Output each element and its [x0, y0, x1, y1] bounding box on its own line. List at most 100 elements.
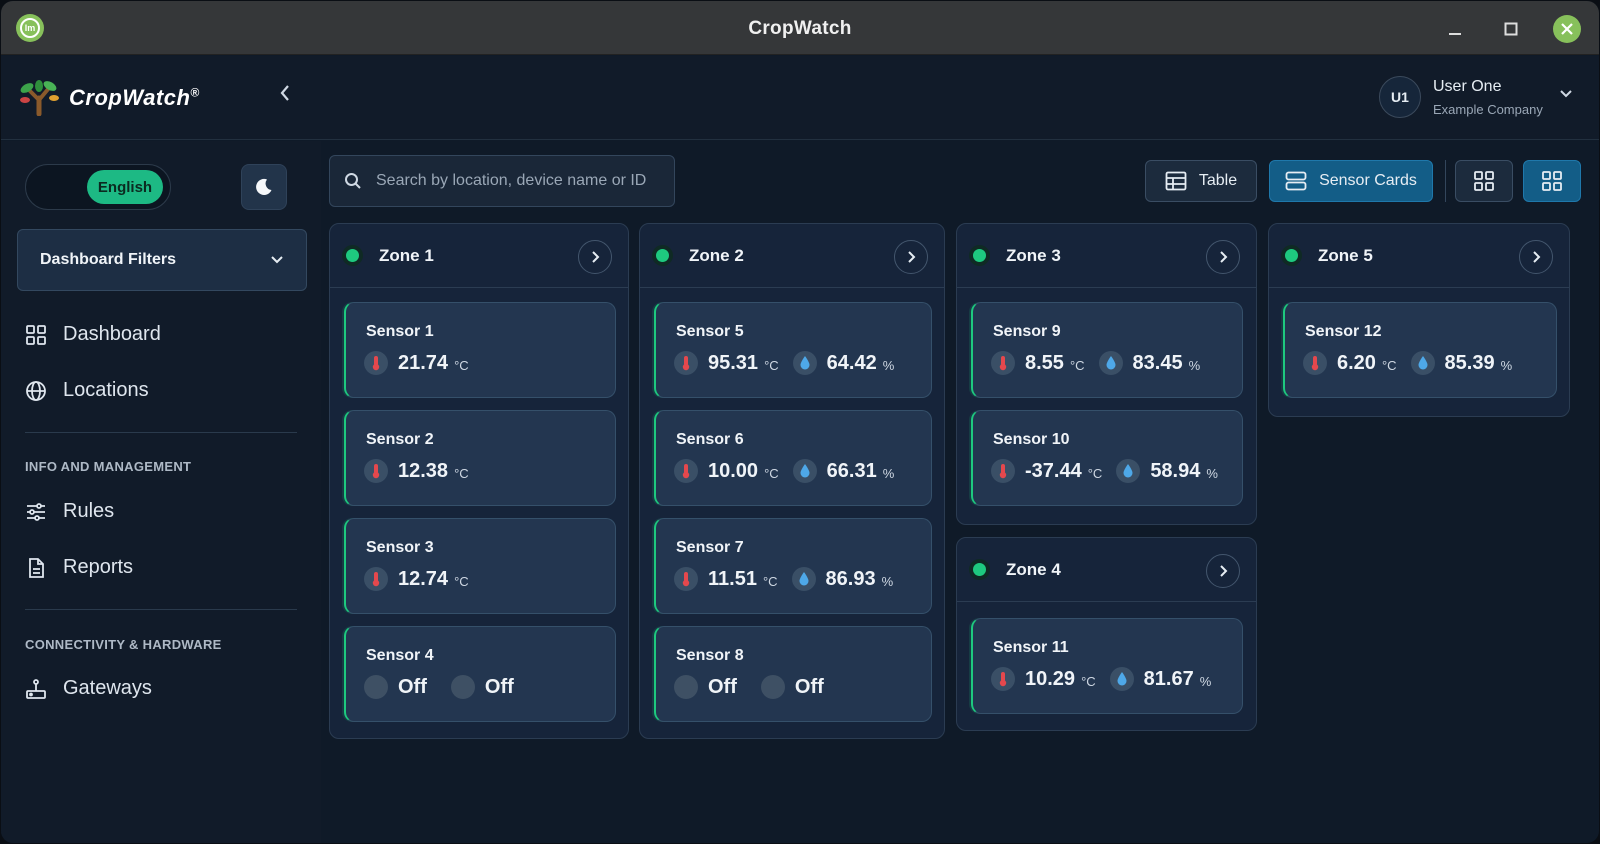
- sliders-icon: [27, 502, 45, 521]
- close-button[interactable]: [1553, 15, 1581, 43]
- sensor-card[interactable]: Sensor 1 21.74 °C: [344, 302, 616, 398]
- zone-header[interactable]: Zone 1: [330, 224, 628, 288]
- sensor-card[interactable]: Sensor 3 12.74 °C: [344, 518, 616, 614]
- sensor-name: Sensor 11: [993, 639, 1069, 656]
- sensor-card[interactable]: Sensor 9 8.55 °C 83.45%: [971, 302, 1243, 398]
- temperature-unit: °C: [454, 573, 469, 589]
- sensor-off-status: Off: [398, 675, 427, 698]
- zone-header[interactable]: Zone 5: [1269, 224, 1569, 288]
- brand-name: CropWatch®: [69, 85, 200, 110]
- avatar[interactable]: U1: [1379, 76, 1421, 118]
- search-input[interactable]: [376, 172, 666, 190]
- sensor-card[interactable]: Sensor 6 10.00 °C 66.31%: [654, 410, 932, 506]
- dashboard-filters-label: Dashboard Filters: [40, 251, 177, 268]
- dashboard-filters-dropdown[interactable]: Dashboard Filters: [17, 229, 307, 291]
- sensor-name: Sensor 12: [1305, 323, 1382, 340]
- thermometer-icon: [991, 667, 1015, 691]
- sensor-card[interactable]: Sensor 7 11.51 °C 86.93%: [654, 518, 932, 614]
- chevron-right-icon[interactable]: [1206, 554, 1240, 588]
- os-logo-icon[interactable]: lm: [16, 14, 44, 42]
- off-indicator-icon: [450, 675, 475, 699]
- sensor-cards-view-button[interactable]: Sensor Cards: [1269, 160, 1433, 202]
- sensor-card[interactable]: Sensor 11 10.29 °C 81.67%: [971, 618, 1243, 714]
- sensor-card[interactable]: Sensor 2 12.38 °C: [344, 410, 616, 506]
- temperature-unit: °C: [1069, 357, 1085, 373]
- zone-card: Zone 4 Sensor 11 10.29 °C 81.67%: [956, 537, 1257, 731]
- language-toggle[interactable]: English: [25, 164, 171, 210]
- sidebar-item-rules[interactable]: Rules: [25, 500, 114, 523]
- grid-icon: [1542, 171, 1562, 191]
- humidity-unit: %: [881, 573, 894, 589]
- humidity-value: 86.93: [825, 567, 876, 590]
- temperature-unit: °C: [764, 465, 779, 481]
- search-field[interactable]: [329, 155, 675, 207]
- sensor-card[interactable]: Sensor 5 95.31 °C 64.42%: [654, 302, 932, 398]
- router-icon: [26, 678, 46, 699]
- temperature-value: 95.31: [708, 351, 759, 374]
- table-icon: [1165, 171, 1187, 191]
- water-drop-icon: [1109, 667, 1134, 691]
- humidity-unit: %: [882, 357, 895, 373]
- zone-header[interactable]: Zone 3: [957, 224, 1256, 288]
- sidebar-item-locations[interactable]: Locations: [25, 379, 149, 402]
- humidity-value: 85.39: [1444, 351, 1495, 374]
- chevron-right-icon[interactable]: [578, 240, 612, 274]
- sensor-name: Sensor 3: [366, 539, 434, 556]
- language-selected[interactable]: English: [87, 170, 163, 204]
- sensor-off-status: Off: [708, 675, 737, 698]
- sidebar-item-gateways[interactable]: Gateways: [25, 677, 152, 700]
- minimize-button[interactable]: [1441, 15, 1469, 43]
- sensor-name: Sensor 7: [676, 539, 744, 556]
- sensor-cards-view-label: Sensor Cards: [1319, 172, 1417, 189]
- chevron-down-icon: [271, 256, 283, 264]
- user-company: Example Company: [1433, 102, 1543, 117]
- humidity-unit: %: [1206, 465, 1218, 481]
- grid-layout-button[interactable]: [1455, 160, 1513, 202]
- zone-header[interactable]: Zone 4: [957, 538, 1256, 602]
- cards-icon: [1285, 171, 1307, 191]
- brand[interactable]: CropWatch®: [19, 80, 200, 116]
- sensor-card[interactable]: Sensor 8 Off Off: [654, 626, 932, 722]
- table-view-label: Table: [1198, 172, 1238, 189]
- grid-icon: [1474, 171, 1494, 191]
- zone-header[interactable]: Zone 2: [640, 224, 944, 288]
- humidity-value: 66.31: [826, 459, 877, 482]
- collapse-sidebar-button[interactable]: [279, 84, 291, 108]
- chevron-right-icon[interactable]: [894, 240, 928, 274]
- sidebar-item-dashboard[interactable]: Dashboard: [25, 323, 161, 346]
- humidity-unit: %: [882, 465, 895, 481]
- table-view-button[interactable]: Table: [1145, 160, 1257, 202]
- maximize-button[interactable]: [1497, 15, 1525, 43]
- chevron-right-icon[interactable]: [1519, 240, 1553, 274]
- chevron-down-icon[interactable]: [1559, 86, 1573, 102]
- sensor-card[interactable]: Sensor 12 6.20 °C 85.39%: [1283, 302, 1557, 398]
- status-dot-icon: [973, 249, 986, 262]
- sensor-readings: 21.74 °C: [364, 351, 483, 375]
- chevron-right-icon[interactable]: [1206, 240, 1240, 274]
- sensor-name: Sensor 5: [676, 323, 744, 340]
- humidity-value: 81.67: [1143, 667, 1194, 690]
- sensor-readings: -37.44 °C 58.94%: [991, 459, 1232, 483]
- water-drop-icon: [791, 567, 816, 591]
- thermometer-icon: [991, 351, 1015, 375]
- temperature-value: 12.38: [398, 459, 449, 482]
- sensor-card[interactable]: Sensor 10 -37.44 °C 58.94%: [971, 410, 1243, 506]
- off-indicator-icon: [674, 675, 698, 699]
- moon-icon: [256, 178, 272, 195]
- thermometer-icon: [674, 351, 698, 375]
- divider: [25, 609, 297, 610]
- zone-name: Zone 3: [1006, 245, 1061, 265]
- zone-card: Zone 5 Sensor 12 6.20 °C 85.39%: [1268, 223, 1570, 417]
- zone-name: Zone 1: [379, 245, 434, 265]
- sidebar-item-reports[interactable]: Reports: [25, 556, 133, 579]
- compact-grid-layout-button[interactable]: [1523, 160, 1581, 202]
- user-name[interactable]: User One: [1433, 78, 1502, 95]
- sensor-card[interactable]: Sensor 4 Off Off: [344, 626, 616, 722]
- water-drop-icon: [1410, 351, 1435, 375]
- status-dot-icon: [1285, 249, 1298, 262]
- cropwatch-logo-icon: [20, 80, 59, 116]
- sensor-readings: 6.20 °C 85.39%: [1303, 351, 1526, 375]
- grid-icon: [26, 324, 46, 345]
- theme-toggle-button[interactable]: [241, 164, 287, 210]
